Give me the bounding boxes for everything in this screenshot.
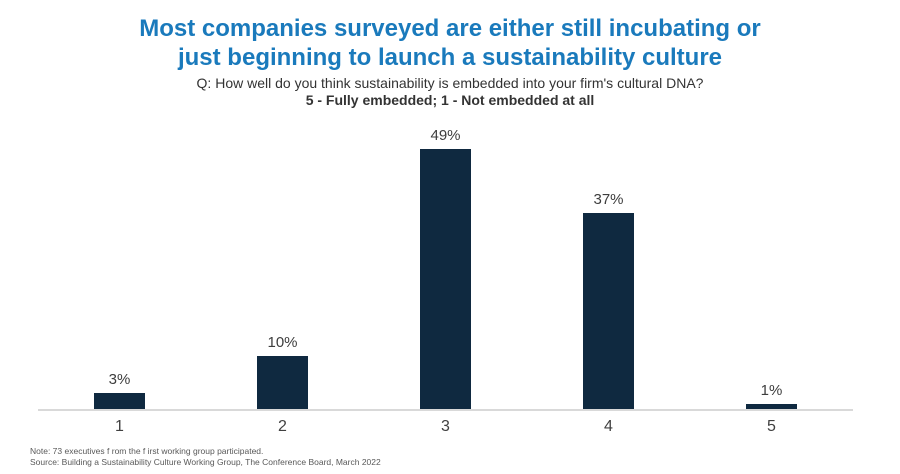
bar-value-label: 1% [760,382,783,399]
bar [94,393,145,409]
x-axis-ticks: 1 2 3 4 5 [38,411,853,436]
page-title: Most companies surveyed are either still… [0,0,900,72]
title-line-1: Most companies surveyed are either still… [139,15,761,42]
chart-subtitle: Q: How well do you think sustainability … [196,75,704,91]
note-text: Note: 73 executives f rom the f irst wor… [30,446,264,456]
title-line-2: just beginning to launch a sustainabilit… [177,44,723,71]
bar-column: 10% [201,334,364,409]
x-tick-label: 1 [115,418,124,435]
source-text: Source: Building a Sustainability Cultur… [30,457,381,467]
bar [746,404,797,409]
x-tick-label: 2 [278,418,287,435]
bar-column: 3% [38,371,201,409]
scale-note: 5 - Fully embedded; 1 - Not embedded at … [305,92,595,108]
bar [257,356,308,409]
x-tick-label: 5 [767,418,776,435]
bar-chart: 3% 10% 49% 37% 1% 1 2 3 4 5 [38,108,853,436]
x-tick-label: 3 [441,418,450,435]
bar-value-label: 10% [267,334,298,351]
bar [420,149,471,409]
bar-value-label: 3% [108,371,131,388]
bar-column: 1% [690,382,853,409]
footnotes: Note: 73 executives f rom the f irst wor… [30,446,381,468]
bars-row: 3% 10% 49% 37% 1% [38,108,853,411]
bar [583,213,634,409]
x-tick-label: 4 [604,418,613,435]
bar-column: 49% [364,127,527,409]
bar-column: 37% [527,191,690,409]
bar-value-label: 37% [593,191,624,208]
bar-value-label: 49% [430,127,461,144]
